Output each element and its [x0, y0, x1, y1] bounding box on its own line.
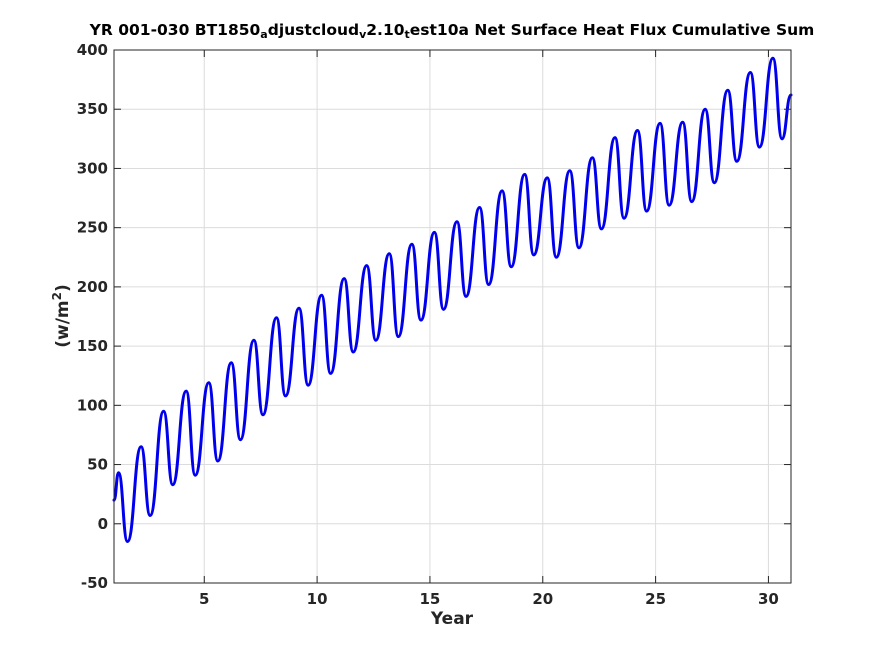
grid: [114, 49, 791, 584]
series-layer: [112, 56, 793, 543]
ylabel-close: ): [53, 284, 73, 292]
title-part: 2.10: [366, 21, 404, 39]
y-axis-label: (w/m2): [50, 284, 73, 348]
y-tick-label: -50: [81, 574, 108, 592]
y-tick-label: 150: [77, 337, 108, 355]
x-tick-label: 5: [199, 590, 209, 608]
x-tick-label: 20: [532, 590, 553, 608]
title-part: v: [359, 28, 367, 41]
y-tick-label: 200: [77, 278, 108, 296]
plot-background: [114, 50, 791, 583]
y-tick-labels: -50 0 50 100 150 200 250 300 350 400: [77, 41, 108, 592]
title-part: YR 001-030 BT1850: [89, 21, 261, 39]
title-part: t: [405, 28, 410, 41]
title-part: djustcloud: [268, 21, 359, 39]
y-tick-label: 400: [77, 41, 108, 59]
y-tick-label: 300: [77, 159, 108, 177]
series-line-net-heat-flux-cumsum: [112, 56, 793, 543]
title-part: est10a Net Surface Heat Flux Cumulative …: [410, 21, 815, 39]
y-tick-label: 100: [77, 396, 108, 414]
y-tick-label: 350: [77, 100, 108, 118]
y-tick-label: 50: [87, 456, 108, 474]
ylabel-sup: 2: [50, 292, 64, 300]
title-part: a: [260, 28, 267, 41]
y-tick-label: 250: [77, 219, 108, 237]
ylabel-base: (w/m: [53, 300, 73, 347]
x-tick-label: 30: [758, 590, 779, 608]
x-tick-label: 25: [645, 590, 666, 608]
chart-title: YR 001-030 BT1850adjustcloudv2.10test10a…: [89, 21, 815, 41]
x-tick-label: 15: [419, 590, 440, 608]
x-axis-label: Year: [430, 609, 474, 629]
y-tick-label: 0: [98, 515, 108, 533]
ticks: [114, 49, 791, 584]
axes-box: [113, 49, 792, 584]
x-tick-label: 10: [307, 590, 328, 608]
x-tick-labels: 5 10 15 20 25 30: [199, 590, 779, 608]
